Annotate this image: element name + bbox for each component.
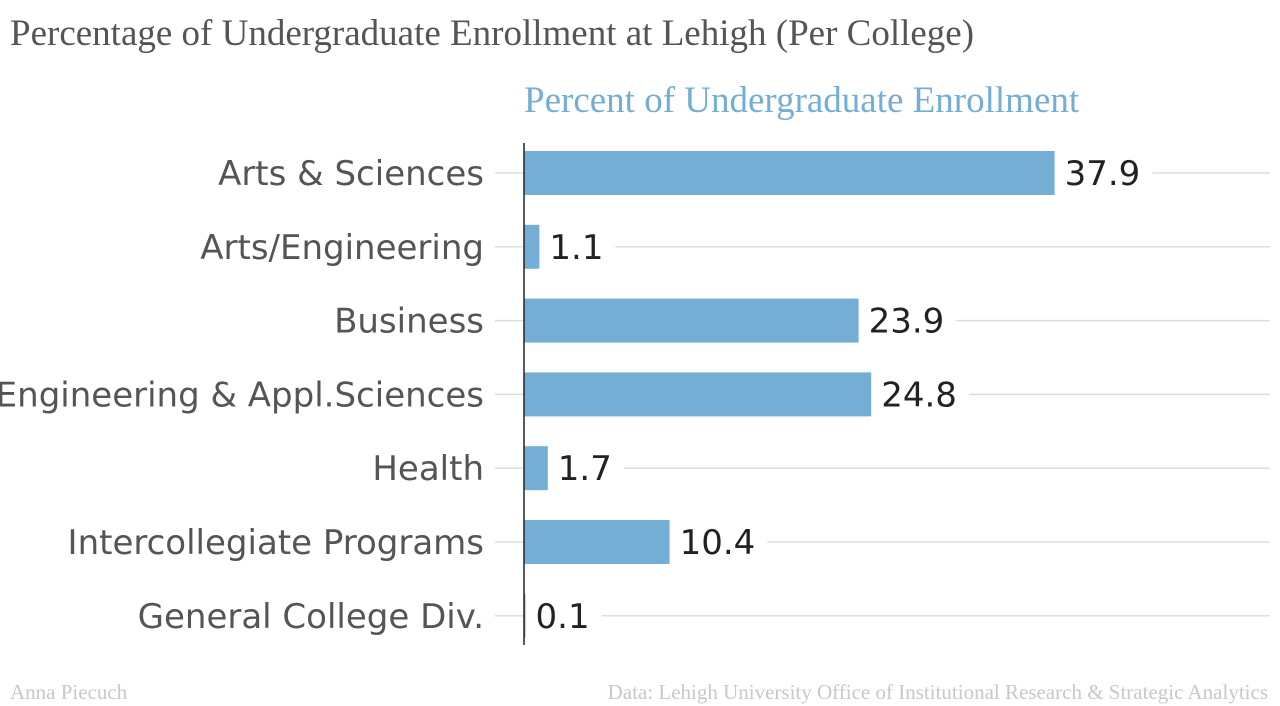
- category-label-arts-sciences: Arts & Sciences: [218, 154, 484, 194]
- value-label-arts-engineering: 1.1: [549, 228, 603, 268]
- category-label-business: Business: [334, 302, 484, 342]
- labels: 37.9 Arts & Sciences 1.1 Arts/Engineering 23…: [0, 154, 1140, 637]
- category-label-general-college-div: General College Div.: [138, 597, 484, 637]
- bar-intercollegiate-programs: [524, 520, 670, 564]
- value-label-arts-sciences: 37.9: [1065, 154, 1141, 194]
- value-label-general-college-div: 0.1: [536, 597, 590, 637]
- category-label-intercollegiate-programs: Intercollegiate Programs: [68, 523, 484, 563]
- bar-arts-engineering: [524, 224, 540, 269]
- category-label-arts-engineering: Arts/Engineering: [200, 228, 484, 268]
- chart-title: Percentage of Undergraduate Enrollment a…: [10, 13, 975, 54]
- value-label-health: 1.7: [558, 449, 612, 489]
- footer-source: Data: Lehigh University Office of Instit…: [607, 680, 1268, 704]
- bar-business: [524, 298, 859, 343]
- bar-health: [524, 446, 548, 491]
- value-label-intercollegiate-programs: 10.4: [680, 523, 756, 563]
- footer-author: Anna Piecuch: [10, 680, 128, 704]
- category-label-engineering-appl-sciences: Engineering & Appl.Sciences: [0, 375, 484, 415]
- value-label-business: 23.9: [869, 302, 945, 342]
- bar-engineering-appl-sciences: [524, 372, 872, 417]
- gridlines: [495, 172, 1270, 617]
- value-label-engineering-appl-sciences: 24.8: [881, 375, 957, 415]
- bar-arts-sciences: [524, 151, 1055, 195]
- series-label: Percent of Undergraduate Enrollment: [524, 80, 1080, 121]
- category-label-health: Health: [372, 449, 484, 489]
- bars: [524, 151, 1055, 638]
